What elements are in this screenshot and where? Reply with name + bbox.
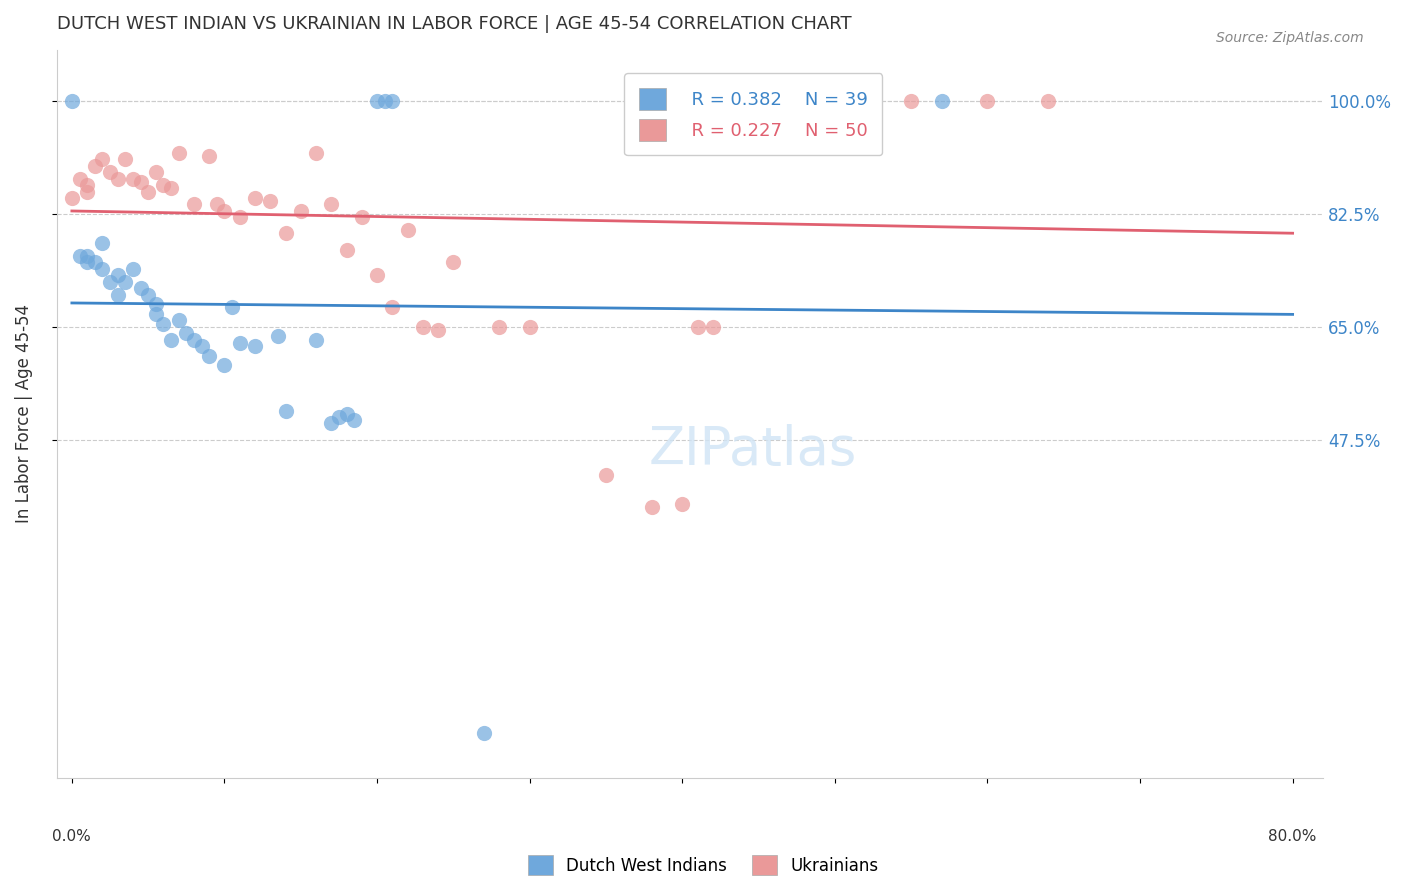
Point <box>381 95 404 109</box>
Point <box>343 413 366 427</box>
Point <box>129 175 152 189</box>
Point <box>793 95 815 109</box>
Point <box>114 275 136 289</box>
Point <box>60 95 83 109</box>
Point <box>381 301 404 315</box>
Point <box>76 178 98 193</box>
Point <box>686 319 709 334</box>
Point <box>976 95 998 109</box>
Point <box>190 339 212 353</box>
Point <box>274 403 297 417</box>
Point <box>519 319 541 334</box>
Text: Source: ZipAtlas.com: Source: ZipAtlas.com <box>1216 31 1364 45</box>
Point <box>122 171 145 186</box>
Point <box>183 197 205 211</box>
Point <box>229 335 252 350</box>
Point <box>267 329 290 343</box>
Point <box>91 236 114 251</box>
Point <box>396 223 419 237</box>
Point <box>114 153 136 167</box>
Point <box>350 211 373 225</box>
Point <box>243 191 266 205</box>
Point <box>321 197 343 211</box>
Point <box>98 165 121 179</box>
Point <box>198 149 221 163</box>
Point <box>152 317 174 331</box>
Point <box>83 159 105 173</box>
Legend:   R = 0.382    N = 39,   R = 0.227    N = 50: R = 0.382 N = 39, R = 0.227 N = 50 <box>624 73 883 155</box>
Point <box>107 171 129 186</box>
Point <box>145 297 167 311</box>
Point <box>412 319 434 334</box>
Point <box>427 323 450 337</box>
Point <box>60 191 83 205</box>
Point <box>145 165 167 179</box>
Point <box>472 725 495 739</box>
Point <box>274 227 297 241</box>
Legend: Dutch West Indians, Ukrainians: Dutch West Indians, Ukrainians <box>519 847 887 884</box>
Point <box>160 333 183 347</box>
Point <box>229 211 252 225</box>
Point <box>305 145 328 160</box>
Point <box>214 203 236 218</box>
Point <box>931 95 953 109</box>
Point <box>221 301 243 315</box>
Point <box>641 500 664 515</box>
Point <box>853 95 876 109</box>
Text: 0.0%: 0.0% <box>52 830 91 844</box>
Point <box>243 339 266 353</box>
Point <box>441 255 464 269</box>
Point <box>335 407 357 421</box>
Point <box>366 95 388 109</box>
Point <box>328 409 350 424</box>
Point <box>176 326 198 341</box>
Point <box>259 194 281 209</box>
Point <box>595 467 617 482</box>
Point <box>136 185 159 199</box>
Point <box>702 319 724 334</box>
Text: 80.0%: 80.0% <box>1268 830 1317 844</box>
Point <box>1038 95 1060 109</box>
Point <box>488 319 510 334</box>
Point <box>107 287 129 301</box>
Point <box>91 261 114 276</box>
Point <box>824 95 846 109</box>
Point <box>167 313 190 327</box>
Point <box>748 95 770 109</box>
Point <box>305 333 328 347</box>
Point <box>76 255 98 269</box>
Text: DUTCH WEST INDIAN VS UKRAINIAN IN LABOR FORCE | AGE 45-54 CORRELATION CHART: DUTCH WEST INDIAN VS UKRAINIAN IN LABOR … <box>56 15 851 33</box>
Point <box>69 171 91 186</box>
Point <box>671 497 693 511</box>
Y-axis label: In Labor Force | Age 45-54: In Labor Force | Age 45-54 <box>15 304 32 524</box>
Point <box>167 145 190 160</box>
Point <box>136 287 159 301</box>
Point <box>83 255 105 269</box>
Point <box>145 307 167 321</box>
Point <box>183 333 205 347</box>
Point <box>152 178 174 193</box>
Point <box>214 359 236 373</box>
Point <box>98 275 121 289</box>
Point <box>160 181 183 195</box>
Point <box>374 95 396 109</box>
Point <box>900 95 922 109</box>
Point <box>129 281 152 295</box>
Point <box>122 261 145 276</box>
Point <box>205 197 228 211</box>
Point <box>290 203 312 218</box>
Point <box>69 249 91 263</box>
Point <box>762 95 785 109</box>
Point <box>91 153 114 167</box>
Text: ZIPatlas: ZIPatlas <box>650 425 858 476</box>
Point <box>335 243 357 257</box>
Point <box>76 249 98 263</box>
Point <box>107 268 129 283</box>
Point <box>198 349 221 363</box>
Point <box>76 185 98 199</box>
Point <box>321 417 343 431</box>
Point <box>366 268 388 283</box>
